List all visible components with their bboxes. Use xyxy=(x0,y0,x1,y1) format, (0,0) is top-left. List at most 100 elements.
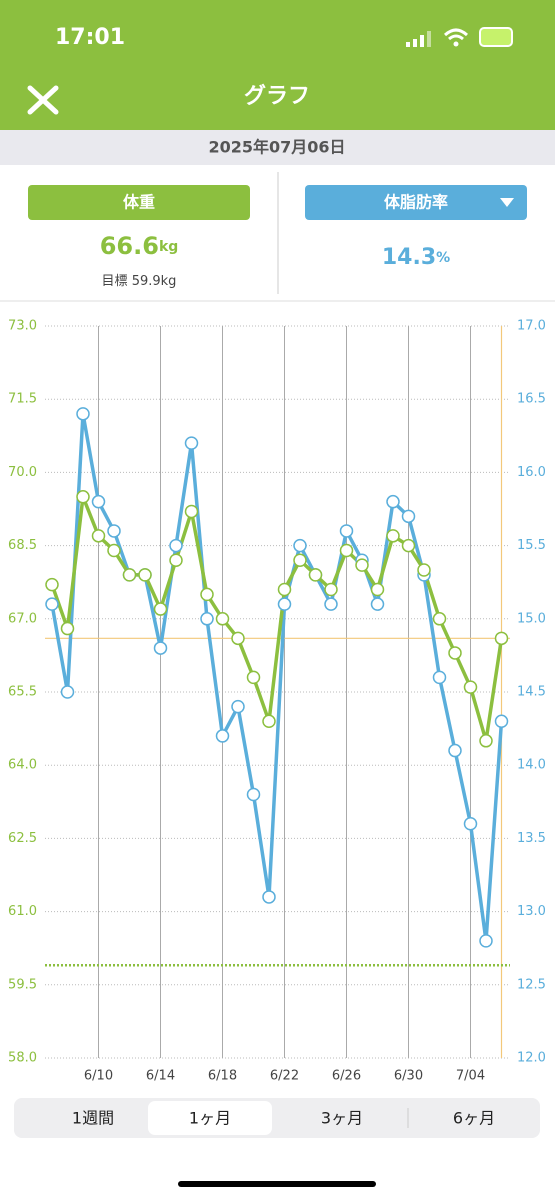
goal-value: 59.9 xyxy=(132,274,161,289)
data-point xyxy=(45,597,59,611)
x-tick-label: 6/22 xyxy=(270,1069,299,1084)
data-point xyxy=(45,577,59,592)
date: 2025年07月06日 xyxy=(208,138,345,157)
data-point xyxy=(200,587,214,602)
data-point xyxy=(308,568,323,582)
data-point xyxy=(432,670,447,685)
chart: 58.0 59.5 61.0 62.5 64.0 65.5 67.0 68.5 70.0 71.5… xyxy=(8,319,546,1084)
data-point xyxy=(401,538,416,553)
wifi-dot xyxy=(453,41,459,47)
y-tick-label: 59.5 xyxy=(8,977,37,992)
y-tick-label: 65.5 xyxy=(8,685,37,700)
y2-tick-label: 13.0 xyxy=(517,904,546,919)
data-point xyxy=(370,582,385,597)
data-point xyxy=(231,699,245,714)
data-point xyxy=(479,734,493,748)
data-point xyxy=(138,568,152,582)
data-point xyxy=(107,543,121,558)
y-tick-label: 68.5 xyxy=(8,538,37,553)
data-point xyxy=(293,538,307,553)
data-point xyxy=(293,553,307,567)
data-point xyxy=(246,787,261,802)
tab[interactable]: 6ヶ月 xyxy=(453,1109,495,1128)
weight-number: 66.6 xyxy=(100,232,159,260)
x-tick-label: 6/18 xyxy=(208,1069,237,1084)
weight-value: 66.6kg xyxy=(100,232,179,260)
y-tick-label: 61.0 xyxy=(8,904,37,919)
tab[interactable]: 1週間 xyxy=(72,1109,114,1128)
data-point xyxy=(262,890,276,904)
data-point xyxy=(60,621,75,636)
battery-icon xyxy=(479,27,513,47)
data-point xyxy=(231,631,245,646)
data-point xyxy=(277,582,292,597)
bodyfat-unit: % xyxy=(436,250,450,266)
y2-tick-label: 12.5 xyxy=(517,977,546,992)
goal-label: 目標 xyxy=(102,274,128,289)
data-point xyxy=(153,641,168,655)
y2-tick-label: 12.0 xyxy=(517,1051,546,1066)
weight-button[interactable] xyxy=(28,185,250,220)
y2-tick-label: 15.0 xyxy=(517,611,546,626)
y2-tick-label: 14.5 xyxy=(517,685,546,700)
y2-tick-label: 15.5 xyxy=(517,538,546,553)
data-point xyxy=(479,934,493,948)
status-time: 17:01 xyxy=(55,25,125,50)
dropdown-arrow xyxy=(500,198,514,207)
data-point xyxy=(76,490,90,504)
tab[interactable]: 3ヶ月 xyxy=(321,1109,363,1128)
date-strip xyxy=(0,130,555,165)
data-point xyxy=(339,524,354,538)
bodyfat-button[interactable] xyxy=(305,185,527,220)
home-indicator xyxy=(178,1181,376,1187)
y-tick-label: 64.0 xyxy=(8,758,37,773)
x-tick-label: 6/14 xyxy=(146,1069,175,1084)
x-tick-label: 6/30 xyxy=(394,1069,423,1084)
y2-tick-label: 13.5 xyxy=(517,831,546,846)
weight-unit: kg xyxy=(159,239,178,255)
data-point xyxy=(76,407,90,421)
x-tick-label: 6/26 xyxy=(332,1069,361,1084)
header-title: グラフ xyxy=(244,83,310,109)
y2-tick-label: 16.0 xyxy=(517,465,546,480)
data-point xyxy=(386,529,400,543)
data-point xyxy=(386,494,400,509)
data-point xyxy=(448,646,462,660)
data-point xyxy=(277,597,292,611)
header-bg xyxy=(0,0,555,130)
data-point xyxy=(432,612,447,626)
data-point xyxy=(324,582,338,597)
data-point xyxy=(215,729,230,743)
close-button[interactable] xyxy=(27,85,59,115)
data-point xyxy=(463,680,478,694)
bodyfat-number: 14.3 xyxy=(382,245,436,270)
data-point xyxy=(494,714,509,729)
wifi-icon xyxy=(443,28,469,41)
data-point xyxy=(60,685,75,699)
x-tick-label: 6/10 xyxy=(84,1069,113,1084)
data-point xyxy=(184,504,199,519)
data-point xyxy=(91,494,106,509)
weight-label: 体重 xyxy=(123,193,155,212)
data-point xyxy=(370,597,385,611)
data-point xyxy=(169,538,183,553)
data-point xyxy=(448,743,462,758)
data-point xyxy=(262,714,276,729)
selected-tab xyxy=(148,1101,272,1135)
data-point xyxy=(91,529,106,543)
data-point xyxy=(324,597,338,611)
data-point xyxy=(355,558,369,572)
tab[interactable]: 1ヶ月 xyxy=(189,1109,231,1128)
y-tick-label: 62.5 xyxy=(8,831,37,846)
y-tick-label: 71.5 xyxy=(8,392,37,407)
data-point xyxy=(122,568,137,582)
y-tick-label: 58.0 xyxy=(8,1051,37,1066)
data-point xyxy=(463,817,478,831)
data-point xyxy=(417,563,431,577)
bodyfat-value: 14.3% xyxy=(382,245,450,270)
data-point xyxy=(169,553,183,567)
data-point xyxy=(107,524,121,538)
data-point xyxy=(153,602,168,616)
